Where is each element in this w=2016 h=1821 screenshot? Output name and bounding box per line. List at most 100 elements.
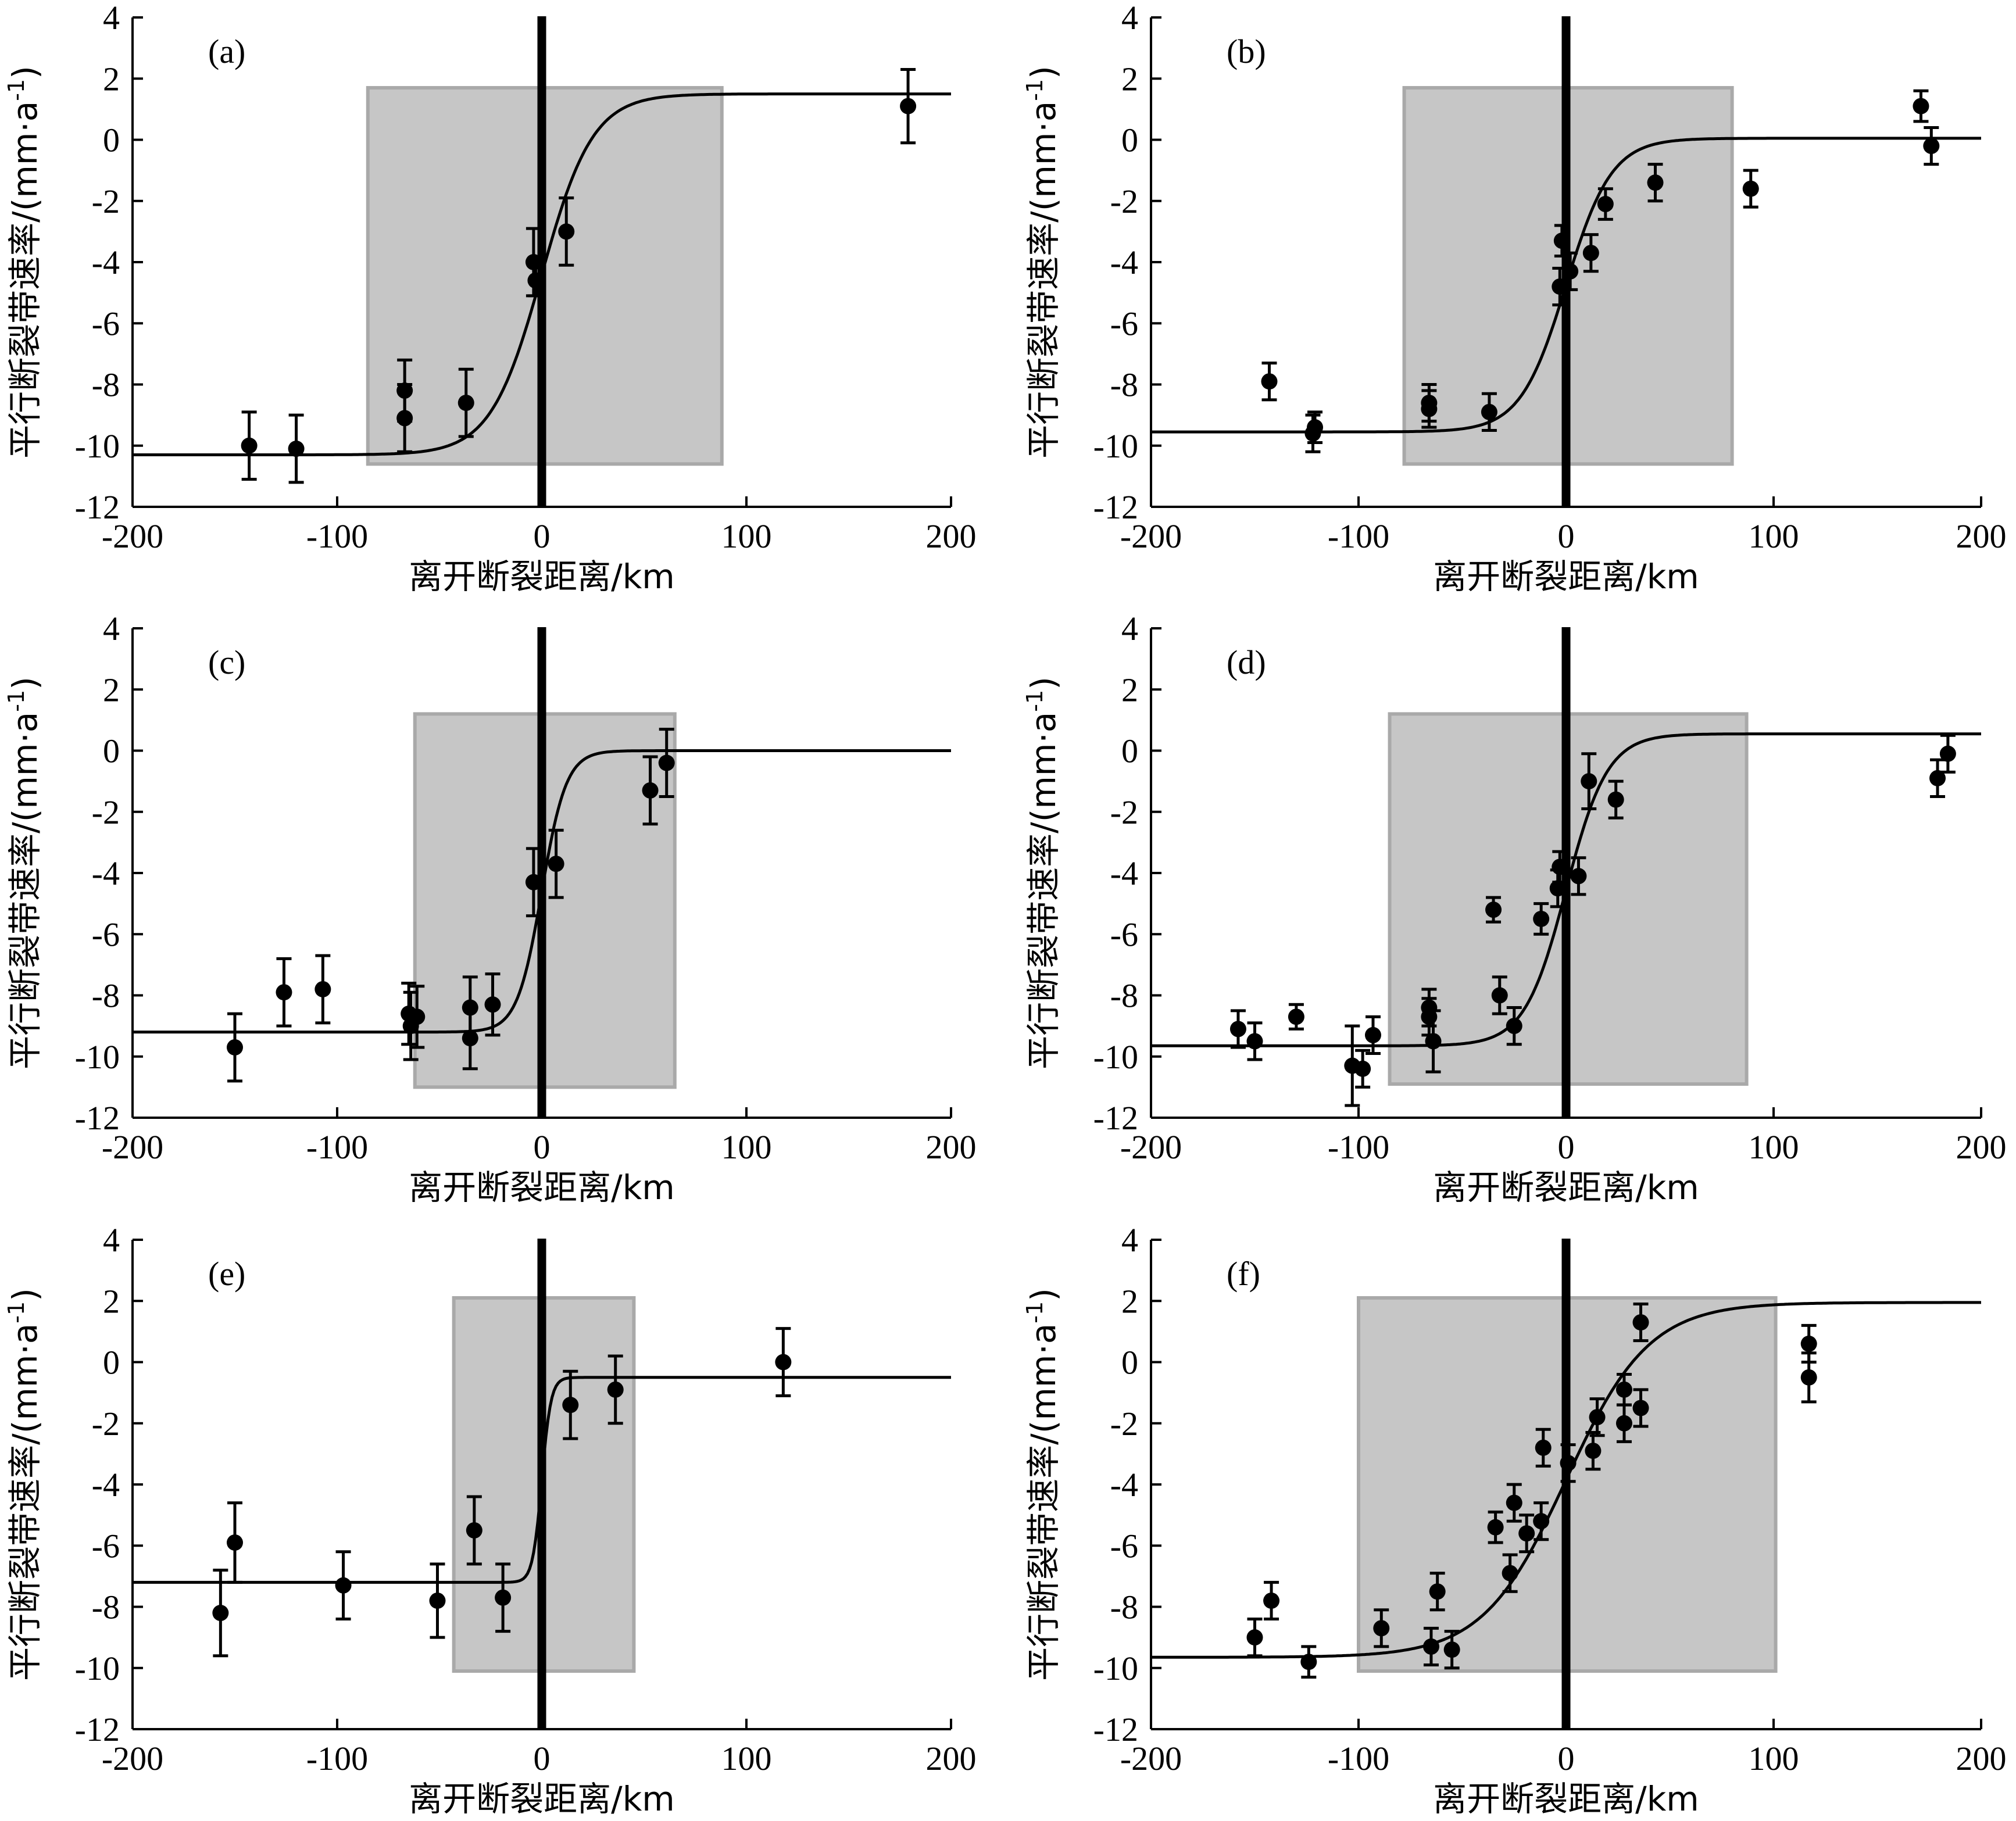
data-marker [1502,1565,1518,1582]
data-marker [1481,403,1497,420]
data-marker [466,1522,482,1539]
data-point [1929,758,1946,798]
data-point [1506,1483,1522,1523]
data-marker [1288,1008,1304,1025]
x-tick-label: 200 [1956,1740,2007,1777]
x-axis-title: 离开断裂距离/km [409,1168,675,1207]
data-marker [484,996,501,1013]
y-tick-label: 4 [1121,610,1138,647]
y-tick-label: -4 [1110,244,1138,281]
data-point [212,1568,229,1658]
data-point [1288,1003,1304,1031]
data-marker [1300,1654,1317,1670]
data-point [1632,1303,1649,1343]
data-point [1263,1580,1280,1621]
data-marker [1581,773,1597,790]
data-point [1533,1501,1550,1541]
x-tick-label: 100 [721,517,772,555]
data-marker [775,1354,792,1371]
data-point [1582,233,1599,273]
x-tick-label: 0 [534,517,551,555]
y-axis-title: 平行断裂带速率/(mm·a-1) [3,1288,45,1681]
data-point [1487,1510,1504,1544]
data-point [1939,734,1956,774]
x-tick-label: 0 [1558,1128,1575,1166]
y-tick-label: -6 [92,1527,120,1565]
y-tick-label: -6 [92,915,120,953]
fit-curve [133,749,951,1034]
data-marker [1582,245,1599,262]
data-marker [1263,1592,1280,1609]
data-marker [1607,791,1624,808]
y-tick-label: -12 [75,1099,120,1137]
x-tick-label: -200 [1120,517,1182,555]
data-marker [1570,868,1587,885]
x-tick-label: 100 [1749,1128,1799,1166]
data-point [335,1550,352,1621]
data-marker [1535,1439,1552,1456]
data-point [484,972,501,1037]
data-point [1429,1572,1446,1612]
data-marker [1800,1335,1817,1352]
x-tick-label: 100 [721,1740,772,1777]
fit-curve [1151,1301,1981,1659]
y-tick-label: -6 [1110,1527,1138,1565]
data-point [276,957,292,1028]
data-point [1300,1645,1317,1679]
data-point [1373,1608,1390,1648]
data-marker [1354,1060,1371,1077]
panel-label: (d) [1227,643,1266,681]
data-point [1261,362,1278,402]
y-tick-label: 2 [103,1282,120,1320]
y-tick-label: -10 [1093,1038,1138,1076]
y-tick-label: -4 [1110,854,1138,892]
data-point [1481,392,1497,432]
x-axis-title: 离开断裂距离/km [409,557,675,596]
x-tick-label: -200 [1120,1740,1182,1777]
data-point [1647,163,1664,203]
data-point [642,755,659,826]
data-point [1354,1049,1371,1089]
y-axis-title: 平行断裂带速率/(mm·a-1) [3,66,45,459]
y-tick-label: -12 [1093,1099,1138,1137]
y-tick-label: -6 [1110,915,1138,953]
data-marker [1307,419,1324,436]
data-marker [457,395,474,412]
y-tick-label: -8 [92,1589,120,1626]
data-point [1589,1397,1606,1437]
data-marker [1632,1314,1649,1331]
data-point [607,1354,624,1425]
y-tick-label: 4 [103,0,120,37]
x-tick-label: -100 [306,1740,368,1777]
data-marker [1373,1620,1390,1637]
data-point [1562,251,1579,291]
data-point [457,367,474,438]
data-marker [1425,1033,1442,1050]
data-marker [462,1030,478,1047]
y-tick-label: -2 [1110,183,1138,220]
data-marker [527,272,544,289]
data-point [658,728,675,798]
data-marker [241,437,258,454]
data-point [1632,1388,1649,1428]
data-point [241,410,258,481]
y-tick-label: -8 [1110,977,1138,1015]
x-tick-label: 0 [534,1740,551,1777]
data-marker [900,98,917,115]
y-axis-title: 平行断裂带速率/(mm·a-1) [1022,677,1063,1069]
data-marker [1246,1629,1263,1646]
y-tick-label: -2 [92,793,120,831]
data-point [396,383,413,453]
data-point [1553,224,1570,257]
data-point [1518,1514,1535,1554]
data-point [495,1562,512,1633]
data-point [1425,1009,1442,1074]
y-tick-label: 4 [1121,0,1138,37]
data-point [1422,1626,1439,1666]
y-tick-label: -2 [92,1405,120,1443]
y-tick-label: -6 [1110,305,1138,342]
data-marker [558,223,575,240]
data-marker [1742,180,1759,197]
data-point [1364,1015,1381,1055]
